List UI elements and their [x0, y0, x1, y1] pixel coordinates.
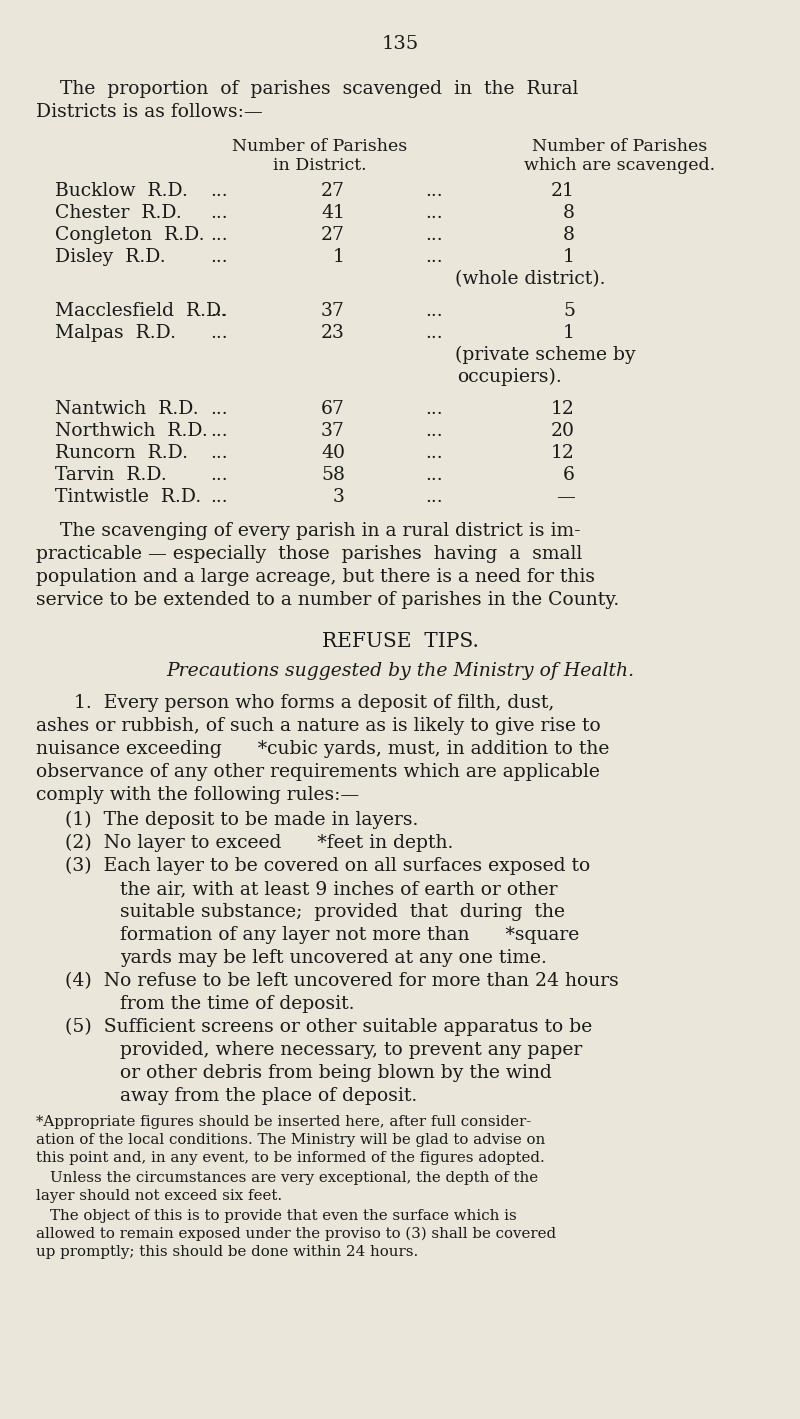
Text: 1: 1 — [563, 248, 575, 265]
Text: 27: 27 — [321, 182, 345, 200]
Text: Unless the circumstances are very exceptional, the depth of the: Unless the circumstances are very except… — [50, 1171, 538, 1185]
Text: 67: 67 — [321, 400, 345, 419]
Text: Chester  R.D.: Chester R.D. — [55, 204, 182, 221]
Text: suitable substance;  provided  that  during  the: suitable substance; provided that during… — [120, 902, 565, 921]
Text: ...: ... — [210, 488, 228, 507]
Text: ...: ... — [425, 302, 442, 321]
Text: ...: ... — [425, 444, 442, 463]
Text: Districts is as follows:—: Districts is as follows:— — [36, 104, 262, 121]
Text: 8: 8 — [563, 204, 575, 221]
Text: ...: ... — [210, 204, 228, 221]
Text: ation of the local conditions. The Ministry will be glad to advise on: ation of the local conditions. The Minis… — [36, 1132, 546, 1147]
Text: 37: 37 — [321, 421, 345, 440]
Text: ...: ... — [425, 226, 442, 244]
Text: Nantwich  R.D.: Nantwich R.D. — [55, 400, 198, 419]
Text: Runcorn  R.D.: Runcorn R.D. — [55, 444, 188, 463]
Text: in District.: in District. — [273, 158, 367, 175]
Text: (3)  Each layer to be covered on all surfaces exposed to: (3) Each layer to be covered on all surf… — [65, 857, 590, 876]
Text: Macclesfield  R.D.: Macclesfield R.D. — [55, 302, 226, 321]
Text: provided, where necessary, to prevent any paper: provided, where necessary, to prevent an… — [120, 1042, 582, 1059]
Text: The scavenging of every parish in a rural district is im-: The scavenging of every parish in a rura… — [36, 522, 581, 541]
Text: 8: 8 — [563, 226, 575, 244]
Text: 5: 5 — [563, 302, 575, 321]
Text: service to be extended to a number of parishes in the County.: service to be extended to a number of pa… — [36, 590, 619, 609]
Text: ...: ... — [425, 324, 442, 342]
Text: (2)  No layer to exceed      *feet in depth.: (2) No layer to exceed *feet in depth. — [65, 834, 454, 853]
Text: 12: 12 — [551, 400, 575, 419]
Text: 135: 135 — [382, 35, 418, 53]
Text: Malpas  R.D.: Malpas R.D. — [55, 324, 176, 342]
Text: Bucklow  R.D.: Bucklow R.D. — [55, 182, 188, 200]
Text: ...: ... — [425, 204, 442, 221]
Text: *Appropriate figures should be inserted here, after full consider-: *Appropriate figures should be inserted … — [36, 1115, 531, 1130]
Text: formation of any layer not more than      *square: formation of any layer not more than *sq… — [120, 927, 579, 944]
Text: Congleton  R.D.: Congleton R.D. — [55, 226, 205, 244]
Text: 3: 3 — [333, 488, 345, 507]
Text: ashes or rubbish, of such a nature as is likely to give rise to: ashes or rubbish, of such a nature as is… — [36, 717, 601, 735]
Text: ...: ... — [210, 421, 228, 440]
Text: observance of any other requirements which are applicable: observance of any other requirements whi… — [36, 763, 600, 780]
Text: 58: 58 — [321, 465, 345, 484]
Text: (5)  Sufficient screens or other suitable apparatus to be: (5) Sufficient screens or other suitable… — [65, 1017, 592, 1036]
Text: ...: ... — [425, 182, 442, 200]
Text: ...: ... — [425, 421, 442, 440]
Text: Precautions suggested by the Ministry of Health.: Precautions suggested by the Ministry of… — [166, 663, 634, 680]
Text: ...: ... — [210, 302, 228, 321]
Text: 6: 6 — [563, 465, 575, 484]
Text: layer should not exceed six feet.: layer should not exceed six feet. — [36, 1189, 282, 1203]
Text: (4)  No refuse to be left uncovered for more than 24 hours: (4) No refuse to be left uncovered for m… — [65, 972, 618, 990]
Text: Tarvin  R.D.: Tarvin R.D. — [55, 465, 166, 484]
Text: 12: 12 — [551, 444, 575, 463]
Text: 27: 27 — [321, 226, 345, 244]
Text: 1: 1 — [333, 248, 345, 265]
Text: 41: 41 — [321, 204, 345, 221]
Text: The object of this is to provide that even the surface which is: The object of this is to provide that ev… — [50, 1209, 517, 1223]
Text: (1)  The deposit to be made in layers.: (1) The deposit to be made in layers. — [65, 812, 418, 829]
Text: yards may be left uncovered at any one time.: yards may be left uncovered at any one t… — [120, 949, 547, 966]
Text: ...: ... — [210, 444, 228, 463]
Text: (whole district).: (whole district). — [455, 270, 606, 288]
Text: 23: 23 — [321, 324, 345, 342]
Text: Number of Parishes: Number of Parishes — [232, 138, 408, 155]
Text: this point and, in any event, to be informed of the figures adopted.: this point and, in any event, to be info… — [36, 1151, 545, 1165]
Text: ...: ... — [210, 400, 228, 419]
Text: ...: ... — [425, 488, 442, 507]
Text: 20: 20 — [551, 421, 575, 440]
Text: ...: ... — [210, 324, 228, 342]
Text: or other debris from being blown by the wind: or other debris from being blown by the … — [120, 1064, 552, 1083]
Text: from the time of deposit.: from the time of deposit. — [120, 995, 354, 1013]
Text: occupiers).: occupiers). — [458, 368, 562, 386]
Text: nuisance exceeding      *cubic yards, must, in addition to the: nuisance exceeding *cubic yards, must, i… — [36, 739, 610, 758]
Text: Number of Parishes: Number of Parishes — [532, 138, 708, 155]
Text: ...: ... — [425, 248, 442, 265]
Text: 1: 1 — [563, 324, 575, 342]
Text: (private scheme by: (private scheme by — [455, 346, 636, 365]
Text: up promptly; this should be done within 24 hours.: up promptly; this should be done within … — [36, 1244, 418, 1259]
Text: REFUSE  TIPS.: REFUSE TIPS. — [322, 631, 478, 651]
Text: The  proportion  of  parishes  scavenged  in  the  Rural: The proportion of parishes scavenged in … — [60, 79, 578, 98]
Text: ...: ... — [425, 400, 442, 419]
Text: Disley  R.D.: Disley R.D. — [55, 248, 166, 265]
Text: population and a large acreage, but there is a need for this: population and a large acreage, but ther… — [36, 568, 595, 586]
Text: ...: ... — [210, 182, 228, 200]
Text: the air, with at least 9 inches of earth or other: the air, with at least 9 inches of earth… — [120, 880, 558, 898]
Text: practicable — especially  those  parishes  having  a  small: practicable — especially those parishes … — [36, 545, 582, 563]
Text: which are scavenged.: which are scavenged. — [525, 158, 715, 175]
Text: Tintwistle  R.D.: Tintwistle R.D. — [55, 488, 202, 507]
Text: 21: 21 — [551, 182, 575, 200]
Text: 40: 40 — [321, 444, 345, 463]
Text: —: — — [556, 488, 575, 507]
Text: allowed to remain exposed under the proviso to (3) shall be covered: allowed to remain exposed under the prov… — [36, 1227, 556, 1242]
Text: comply with the following rules:—: comply with the following rules:— — [36, 786, 359, 805]
Text: ...: ... — [210, 248, 228, 265]
Text: Northwich  R.D.: Northwich R.D. — [55, 421, 208, 440]
Text: 1.  Every person who forms a deposit of filth, dust,: 1. Every person who forms a deposit of f… — [50, 694, 554, 712]
Text: ...: ... — [210, 465, 228, 484]
Text: 37: 37 — [321, 302, 345, 321]
Text: ...: ... — [425, 465, 442, 484]
Text: ...: ... — [210, 226, 228, 244]
Text: away from the place of deposit.: away from the place of deposit. — [120, 1087, 418, 1105]
